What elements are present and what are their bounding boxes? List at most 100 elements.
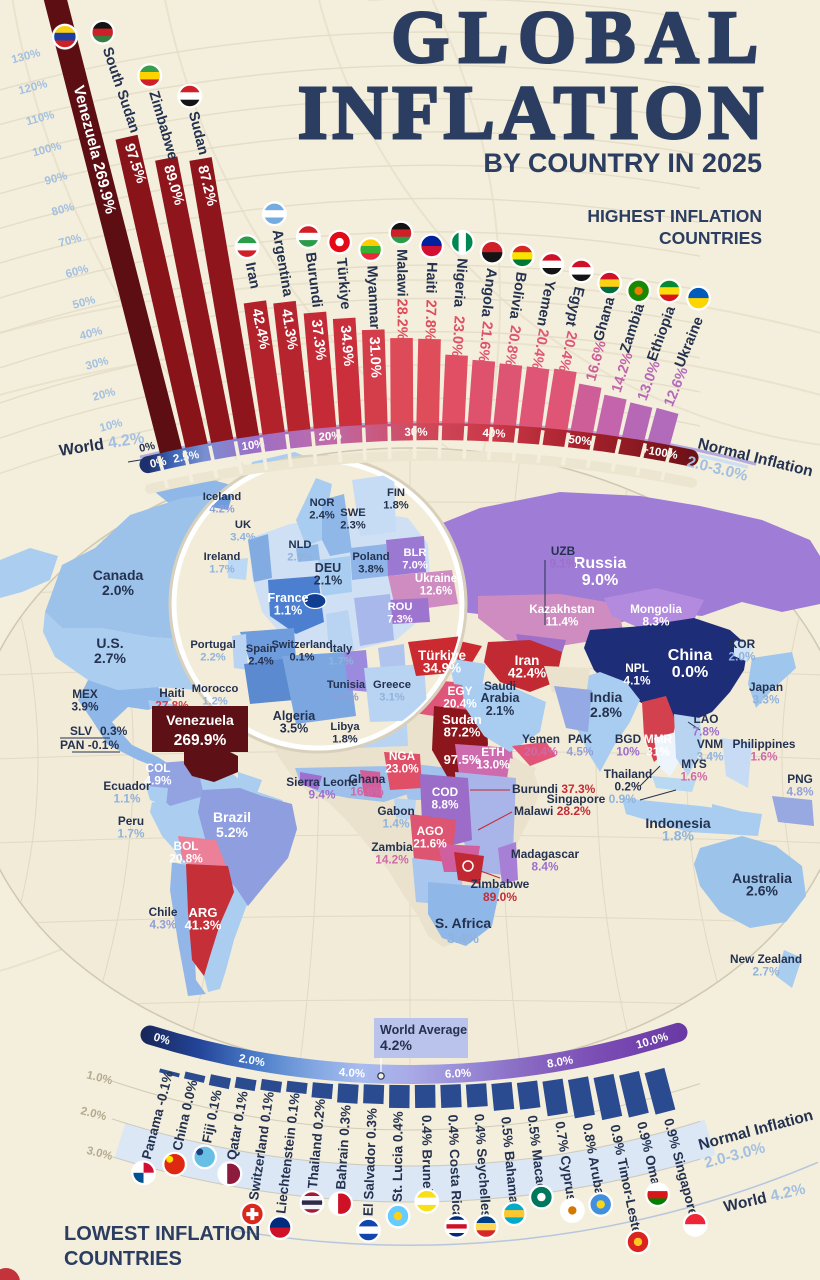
- svg-text:1.1%: 1.1%: [114, 792, 141, 806]
- svg-text:50%: 50%: [568, 434, 592, 448]
- svg-text:0.3%: 0.3%: [100, 724, 128, 738]
- svg-text:Thailand: Thailand: [604, 767, 653, 781]
- svg-text:Madagascar: Madagascar: [511, 847, 580, 861]
- svg-text:2.0%: 2.0%: [238, 1053, 266, 1070]
- svg-text:41.3%: 41.3%: [185, 918, 222, 933]
- svg-text:Ireland: Ireland: [204, 551, 241, 563]
- svg-text:4.0%: 4.0%: [338, 1067, 365, 1081]
- svg-text:3.1%: 3.1%: [379, 692, 405, 704]
- svg-text:Bahrain 0.3%: Bahrain 0.3%: [333, 1105, 353, 1191]
- svg-text:U.S.: U.S.: [96, 635, 123, 651]
- svg-text:3.4%: 3.4%: [230, 532, 256, 544]
- svg-text:37.3%: 37.3%: [308, 318, 329, 361]
- svg-text:DEU: DEU: [315, 561, 341, 575]
- svg-text:Iran: Iran: [515, 653, 540, 668]
- svg-text:Indonesia: Indonesia: [645, 815, 711, 831]
- svg-text:20%: 20%: [318, 430, 342, 444]
- svg-text:India: India: [590, 689, 623, 705]
- svg-text:PAK: PAK: [568, 732, 593, 746]
- svg-text:34.9%: 34.9%: [423, 661, 461, 676]
- svg-text:MMR: MMR: [644, 732, 673, 746]
- svg-text:7.3%: 7.3%: [387, 614, 413, 626]
- svg-text:Ghana: Ghana: [349, 772, 386, 786]
- svg-text:28.2%: 28.2%: [393, 299, 409, 340]
- svg-text:2.8%: 2.8%: [590, 704, 622, 720]
- svg-text:0.4% Brunei: 0.4% Brunei: [419, 1115, 435, 1193]
- svg-text:Ecuador: Ecuador: [103, 779, 151, 793]
- svg-text:China: China: [668, 647, 713, 664]
- svg-text:St. Lucia 0.4%: St. Lucia 0.4%: [390, 1111, 406, 1202]
- svg-text:7.8%: 7.8%: [693, 725, 720, 739]
- svg-text:34.9%: 34.9%: [337, 325, 357, 367]
- svg-text:Bolivia: Bolivia: [506, 271, 529, 321]
- svg-text:20.4%: 20.4%: [524, 745, 558, 759]
- svg-text:13.0%: 13.0%: [476, 758, 510, 772]
- svg-text:Canada: Canada: [93, 567, 144, 583]
- svg-text:1.7%: 1.7%: [118, 827, 145, 841]
- svg-text:3.4%: 3.4%: [447, 930, 479, 946]
- svg-text:Myanmar: Myanmar: [363, 265, 382, 330]
- svg-text:BY COUNTRY IN 2025: BY COUNTRY IN 2025: [483, 148, 762, 178]
- svg-text:Philippines: Philippines: [733, 737, 796, 751]
- svg-text:2.0%: 2.0%: [729, 650, 756, 664]
- svg-text:3.5%: 3.5%: [280, 722, 309, 736]
- svg-text:3.9%: 3.9%: [72, 700, 99, 714]
- svg-text:4.8%: 4.8%: [787, 785, 814, 799]
- svg-text:Nigeria: Nigeria: [450, 258, 470, 309]
- svg-text:2.7%: 2.7%: [94, 650, 126, 666]
- svg-text:VNM: VNM: [697, 737, 723, 751]
- svg-text:1.1%: 1.1%: [274, 604, 303, 618]
- svg-text:ROU: ROU: [388, 601, 413, 613]
- svg-text:NOR: NOR: [310, 497, 335, 509]
- svg-text:3.8%: 3.8%: [358, 564, 384, 576]
- svg-text:Zambia: Zambia: [371, 840, 413, 854]
- svg-text:2.7%: 2.7%: [753, 965, 780, 979]
- svg-text:Italy: Italy: [330, 643, 353, 655]
- svg-text:Chile: Chile: [149, 905, 178, 919]
- svg-text:LOWEST INFLATION: LOWEST INFLATION: [64, 1223, 260, 1245]
- svg-text:Algeria: Algeria: [273, 709, 316, 723]
- svg-text:Türkiye: Türkiye: [418, 648, 467, 663]
- svg-text:S. Africa: S. Africa: [435, 915, 491, 931]
- svg-text:BGD: BGD: [615, 732, 642, 746]
- svg-text:1.7%: 1.7%: [209, 564, 235, 576]
- svg-text:Greece: Greece: [373, 679, 411, 691]
- svg-text:1.6%: 1.6%: [751, 750, 778, 764]
- svg-text:Portugal: Portugal: [190, 639, 235, 651]
- svg-text:Morocco: Morocco: [192, 683, 239, 695]
- svg-text:1.8%: 1.8%: [662, 828, 694, 844]
- svg-text:4.2%: 4.2%: [209, 504, 235, 516]
- svg-text:2.4%: 2.4%: [248, 656, 274, 668]
- svg-text:4.3%: 4.3%: [150, 918, 177, 932]
- svg-text:2.6%: 2.6%: [746, 883, 778, 899]
- svg-text:Haiti: Haiti: [422, 262, 439, 294]
- svg-text:MEX: MEX: [72, 687, 98, 701]
- svg-text:21.6%: 21.6%: [413, 837, 447, 851]
- svg-text:Spain: Spain: [246, 643, 277, 655]
- svg-text:ETH: ETH: [481, 745, 505, 759]
- svg-text:10%: 10%: [616, 745, 640, 759]
- svg-text:Brazil: Brazil: [213, 809, 251, 825]
- svg-text:SWE: SWE: [340, 507, 366, 519]
- svg-text:1.6%: 1.6%: [681, 770, 708, 784]
- svg-text:Singapore 0.9%: Singapore 0.9%: [547, 792, 637, 806]
- svg-text:8.0%: 8.0%: [546, 1054, 574, 1070]
- svg-text:0.4% Costa Rica: 0.4% Costa Rica: [445, 1114, 465, 1219]
- svg-text:KOR: KOR: [729, 637, 756, 651]
- svg-text:BOL: BOL: [174, 839, 199, 853]
- svg-text:Saudi: Saudi: [484, 679, 516, 693]
- svg-text:0.4% Seychelles: 0.4% Seychelles: [472, 1113, 494, 1218]
- svg-text:2.3%: 2.3%: [340, 520, 366, 532]
- svg-text:3.3%: 3.3%: [753, 693, 780, 707]
- svg-text:87.2%: 87.2%: [444, 725, 481, 740]
- svg-text:0.0%: 0.0%: [672, 664, 708, 681]
- svg-text:NGA: NGA: [389, 749, 416, 763]
- svg-text:6.0%: 6.0%: [445, 1067, 472, 1080]
- svg-text:Malawi: Malawi: [393, 249, 409, 297]
- svg-text:20%: 20%: [91, 386, 116, 404]
- svg-text:30%: 30%: [84, 355, 109, 373]
- svg-text:Sierra Leone: Sierra Leone: [286, 775, 358, 789]
- svg-text:Zimbabwe: Zimbabwe: [471, 877, 530, 891]
- svg-text:4.2%: 4.2%: [380, 1037, 412, 1053]
- svg-text:Angola: Angola: [478, 267, 499, 319]
